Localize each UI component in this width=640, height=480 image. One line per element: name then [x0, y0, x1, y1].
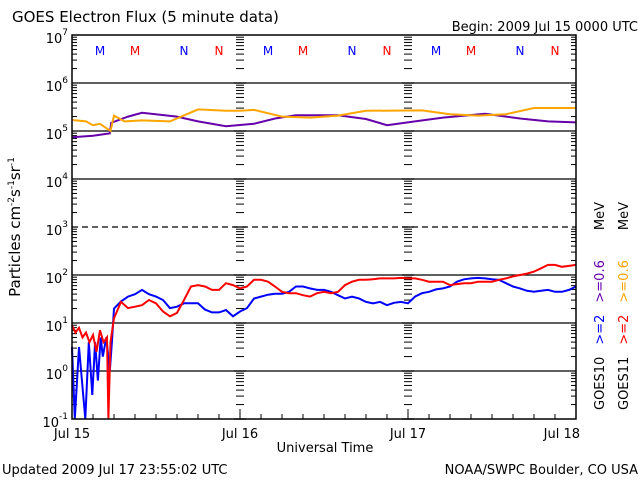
ylabel-unit: Particles cm — [6, 206, 24, 297]
marker-label: M — [263, 44, 273, 58]
chart-title: GOES Electron Flux (5 minute data) — [12, 8, 279, 26]
x-tick-label: Jul 18 — [543, 427, 580, 442]
y-tick-exponent: 3 — [62, 220, 68, 230]
y-tick-base: 10 — [46, 80, 63, 95]
legend-unit: MeV — [593, 202, 608, 230]
y-tick-exponent: 0 — [62, 364, 68, 374]
ylabel-unit: sr — [6, 165, 24, 180]
marker-label: M — [130, 44, 140, 58]
ylabel-exponent: -1 — [7, 180, 17, 189]
begin-time: Begin: 2009 Jul 15 0000 UTC — [452, 20, 638, 35]
y-axis-label: Particles cm-2s-1sr-1 — [6, 157, 24, 297]
marker-label: M — [431, 44, 441, 58]
x-tick-label: Jul 17 — [389, 427, 426, 442]
y-tick-base: 10 — [46, 176, 63, 191]
y-tick-base: 10 — [46, 224, 63, 239]
marker-label: N — [551, 44, 560, 58]
series-line-goes11-2-mev — [71, 263, 577, 420]
x-tick-labels: Jul 15 Jul 16 Jul 17 Jul 18 — [53, 427, 580, 442]
ylabel-exponent: -1 — [7, 157, 17, 166]
y-tick-base: 10 — [46, 128, 63, 143]
y-tick-label: 101 — [46, 316, 68, 335]
y-tick-exponent: 6 — [62, 76, 68, 86]
y-tick-exponent: 4 — [62, 172, 68, 182]
x-tick-label: Jul 16 — [221, 427, 258, 442]
footer-source: NOAA/SWPC Boulder, CO USA — [445, 463, 638, 478]
y-tick-exponent: 5 — [62, 124, 68, 134]
x-axis-label: Universal Time — [277, 441, 374, 456]
y-tick-exponent: 2 — [62, 268, 68, 278]
y-tick-label: 10-1 — [42, 412, 68, 431]
marker-label: M — [466, 44, 476, 58]
marker-label: N — [383, 44, 392, 58]
y-tick-label: 104 — [46, 172, 69, 191]
legend-column-goes11: GOES11 >=2 >=0.6 MeV — [617, 202, 632, 410]
y-tick-base: 10 — [42, 416, 59, 431]
plot-frame — [71, 34, 577, 420]
y-tick-exponent: -1 — [59, 412, 68, 422]
x-tick-label: Jul 15 — [53, 427, 90, 442]
marker-label: N — [348, 44, 357, 58]
series-line-goes11-0-6-mev — [71, 107, 576, 133]
legend-entry: >=0.6 — [593, 260, 608, 302]
y-tick-exponent: 1 — [62, 316, 68, 326]
y-tick-label: 100 — [46, 364, 69, 383]
series-lines — [71, 107, 577, 420]
marker-label: M — [298, 44, 308, 58]
y-tick-label: 106 — [46, 76, 69, 95]
marker-label: M — [95, 44, 105, 58]
legend-satellite: GOES10 — [593, 357, 608, 410]
y-tick-label: 102 — [46, 268, 68, 287]
y-tick-label: 105 — [46, 124, 68, 143]
y-tick-base: 10 — [46, 272, 63, 287]
y-tick-base: 10 — [46, 368, 63, 383]
marker-label: N — [215, 44, 224, 58]
legend-entry: >=0.6 — [617, 260, 632, 302]
legend-entry: >=2 — [617, 315, 632, 345]
series-line-goes10-2-mev — [71, 276, 577, 420]
y-tick-exponent: 7 — [62, 28, 68, 38]
y-tick-label: 103 — [46, 220, 68, 239]
marker-label: N — [180, 44, 189, 58]
gridlines — [72, 36, 576, 420]
y-tick-label: 107 — [46, 28, 68, 47]
marker-label: N — [516, 44, 525, 58]
legend-entry: >=2 — [593, 315, 608, 345]
legend-column-goes10: GOES10 >=2 >=0.6 MeV — [593, 202, 608, 410]
ylabel-unit: s — [6, 189, 24, 197]
legend: GOES10 >=2 >=0.6 MeV GOES11 >=2 >=0.6 MeV — [593, 202, 632, 410]
legend-unit: MeV — [617, 202, 632, 230]
y-tick-base: 10 — [46, 32, 63, 47]
footer-updated: Updated 2009 Jul 17 23:55:02 UTC — [2, 463, 227, 478]
y-tick-base: 10 — [46, 320, 63, 335]
legend-satellite: GOES11 — [617, 357, 632, 410]
ylabel-exponent: -2 — [7, 197, 17, 206]
